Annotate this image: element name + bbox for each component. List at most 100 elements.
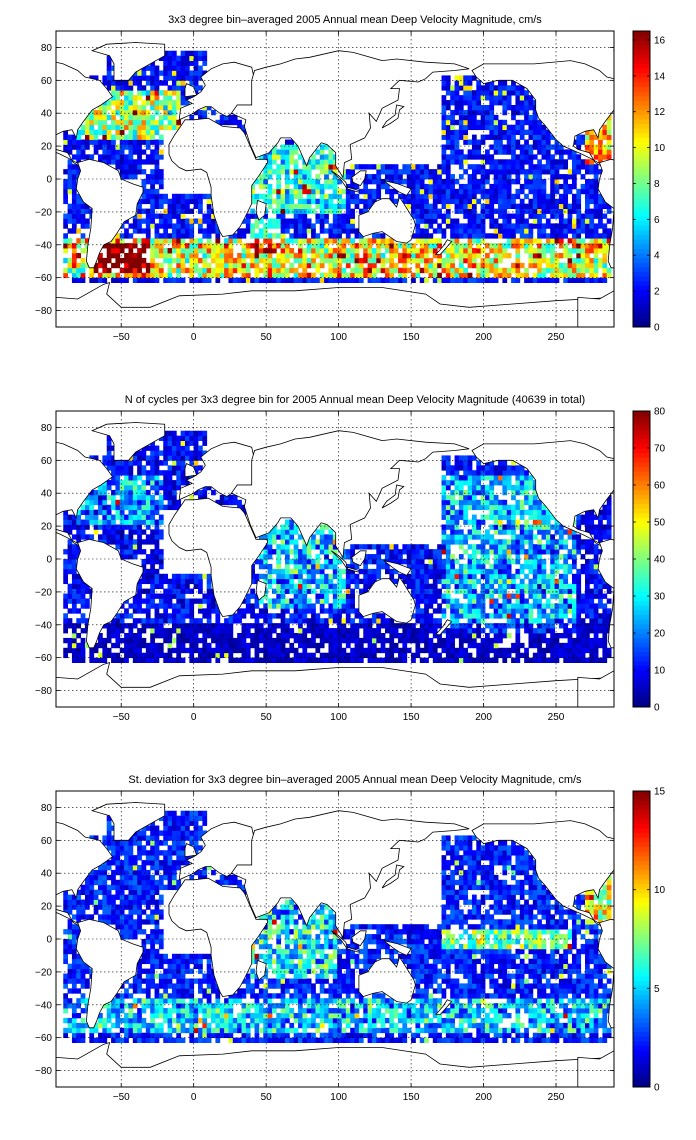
heatmap-cell [554,238,560,244]
heatmap-cell [302,563,308,570]
heatmap-cell [515,105,521,111]
heatmap-cell [145,174,151,180]
heatmap-cell [519,213,525,219]
heatmap-cell [167,248,173,254]
heatmap-cell [241,652,247,659]
heatmap-cell [115,524,121,530]
heatmap-cell [406,267,412,274]
heatmap-cell [328,647,334,654]
heatmap-cell [193,440,199,446]
heatmap-cell [124,642,129,649]
heatmap-cell [145,243,151,249]
heatmap-cell [350,652,355,659]
heatmap-cell [67,238,73,244]
heatmap-cell [411,253,416,259]
heatmap-cell [498,100,503,106]
heatmap-cell [363,179,369,185]
heatmap-cell [524,179,529,185]
heatmap-cell [493,183,499,190]
heatmap-cell [289,583,295,589]
heatmap-cell [171,465,177,471]
heatmap-cell [285,183,290,190]
heatmap-cell [71,568,77,575]
heatmap-cell [524,248,529,254]
heatmap-cell [311,193,316,200]
heatmap-cell [111,499,116,506]
heatmap-cell [132,159,138,165]
heatmap-cell [524,100,529,106]
heatmap-cell [137,129,142,135]
heatmap-cell [337,272,342,279]
heatmap-cell [428,262,434,269]
heatmap-cell [554,213,560,219]
heatmap-cell [302,598,308,604]
heatmap-cell [80,233,86,239]
heatmap-cell [154,559,160,565]
heatmap-cell [337,618,342,624]
heatmap-cell [371,248,377,254]
heatmap-cell [341,598,347,604]
heatmap-cell [280,253,286,259]
heatmap-cell [171,613,177,619]
heatmap-cell [285,193,290,200]
heatmap-cell [602,238,608,244]
heatmap-cell [198,193,203,200]
heatmap-cell [250,243,255,249]
heatmap-cell [289,253,295,259]
heatmap-cell [285,198,290,205]
heatmap-cell [167,272,173,279]
heatmap-cell [350,628,355,634]
heatmap-cell [198,494,203,501]
heatmap-cell [354,233,360,239]
heatmap-cell [111,642,116,649]
heatmap-cell [224,272,229,279]
heatmap-cell [145,514,151,520]
heatmap-cell [119,514,125,520]
heatmap-cell [150,578,155,585]
heatmap-cell [80,144,86,150]
heatmap-cell [145,568,151,575]
heatmap-cell [89,109,95,116]
heatmap-cell [145,208,151,214]
heatmap-cell [450,559,455,565]
heatmap-cell [128,475,134,481]
heatmap-cell [367,647,373,654]
heatmap-cell [515,179,521,185]
heatmap-cell [158,243,164,249]
heatmap-cell [280,583,286,589]
heatmap-cell [111,95,116,101]
heatmap-cell [289,139,295,145]
heatmap-cell [580,272,586,279]
heatmap-cell [445,257,451,264]
heatmap-cell [285,534,290,540]
heatmap-cell [480,169,486,175]
heatmap-cell [476,267,482,274]
heatmap-cell [389,559,395,565]
heatmap-cell [458,272,464,279]
heatmap-cell [158,262,164,269]
heatmap-cell [237,633,242,639]
heatmap-cell [354,657,360,663]
heatmap-cell [180,213,186,219]
heatmap-cell [250,633,255,639]
heatmap-cell [128,243,134,249]
heatmap-cell [271,539,277,545]
heatmap-cell [67,637,73,644]
heatmap-cell [476,277,482,283]
heatmap-cell [93,277,99,283]
heatmap-cell [550,213,555,219]
heatmap-cell [206,238,212,244]
heatmap-cell [98,154,103,160]
heatmap-cell [202,257,208,264]
heatmap-cell [224,257,229,264]
heatmap-cell [419,267,425,274]
heatmap-cell [498,203,503,209]
heatmap-cell [293,228,299,234]
heatmap-cell [354,277,360,283]
heatmap-cell [63,223,68,229]
heatmap-cell [432,559,438,565]
heatmap-cell [80,613,86,619]
heatmap-cell [324,652,329,659]
heatmap-cell [441,129,447,135]
heatmap-cell [202,60,208,66]
